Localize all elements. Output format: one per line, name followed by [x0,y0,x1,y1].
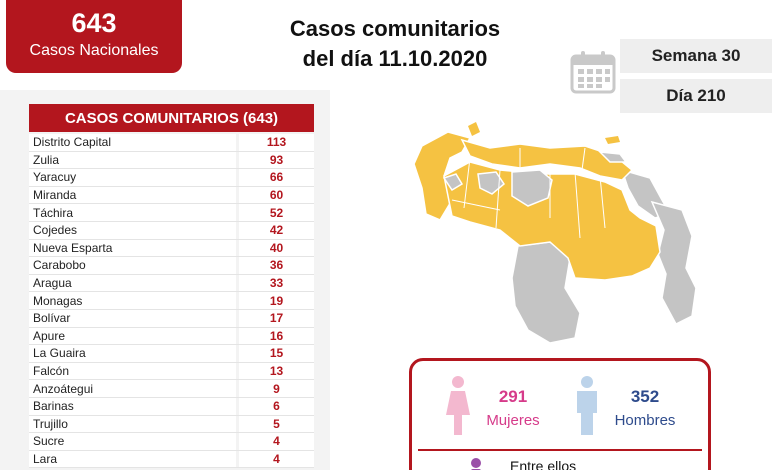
state-case-count: 4 [239,433,314,450]
table-row: Apure 16 [29,327,314,346]
state-case-count: 33 [239,274,314,292]
state-name: Apure [29,327,236,345]
table-title: CASOS COMUNITARIOS (643) [29,104,314,132]
week-badge: Semana 30 [620,39,772,73]
map-region-guayana-esequiba [650,200,697,325]
state-name: Carabobo [29,257,236,274]
female-label: Mujeres [486,412,540,429]
table-row: Carabobo 36 [29,257,314,275]
male-icon [577,376,597,435]
state-case-count: 19 [239,292,314,309]
section-divider [418,449,702,451]
table-row: Sucre 4 [29,433,314,451]
state-case-count: 9 [239,380,314,397]
table-row: Cojedes 42 [29,221,314,240]
state-case-count: 93 [239,151,314,169]
map-region-trujillo-gray [442,173,464,192]
table-row: Táchira 52 [29,204,314,222]
map-region-north [460,138,634,181]
state-name: Yaracuy [29,169,236,186]
calendar-icon [570,51,616,94]
state-case-count: 113 [239,134,314,151]
state-name: Zulia [29,151,236,169]
state-name: Monagas [29,292,236,309]
female-count: 291 [498,387,528,406]
venezuela-map [413,122,697,344]
state-name: La Guaira [29,345,236,362]
page-title: Casos comunitarios del día 11.10.2020 [260,14,530,74]
male-label: Hombres [614,412,676,429]
child-icon [471,458,481,470]
state-name: Falcón [29,362,236,380]
between-label: Entre ellos [510,458,577,470]
table-row: Lara 4 [29,450,314,469]
title-line-1: Casos comunitarios [289,16,501,41]
day-badge: Día 210 [620,79,772,113]
state-name: Distrito Capital [29,134,236,151]
state-case-count: 40 [239,239,314,257]
table-row: Nueva Esparta 40 [29,239,314,258]
state-case-count: 36 [239,257,314,274]
national-cases-count: 643 [71,8,117,38]
female-icon [446,376,470,435]
map-region-lara-gray [477,171,505,195]
map-region-guarico-gray [511,169,553,207]
map-region-llanos [443,161,661,281]
table-row: Miranda 60 [29,186,314,205]
table-row: Monagas 19 [29,292,314,310]
cases-table: Distrito Capital 113 Zulia 93 Yaracuy 66 Miran… [29,134,314,469]
state-name: Trujillo [29,415,236,433]
title-line-2: del día 11.10.2020 [302,46,488,71]
state-case-count: 5 [239,415,314,433]
state-case-count: 60 [239,186,314,204]
state-case-count: 16 [239,327,314,345]
state-name: Táchira [29,204,236,221]
state-case-count: 13 [239,362,314,380]
state-name: Sucre [29,433,236,450]
state-case-count: 6 [239,397,314,415]
state-name: Miranda [29,186,236,204]
table-row: Barinas 6 [29,397,314,416]
state-name: Barinas [29,397,236,415]
table-row: Trujillo 5 [29,415,314,434]
national-cases-card: 643 Casos Nacionales [6,0,182,73]
table-row: Distrito Capital 113 [29,134,314,152]
table-row: Zulia 93 [29,151,314,170]
state-name: Nueva Esparta [29,239,236,257]
table-row: Aragua 33 [29,274,314,293]
state-case-count: 15 [239,345,314,362]
table-row: Bolívar 17 [29,309,314,328]
state-name: Lara [29,450,236,468]
table-row: Anzoátegui 9 [29,380,314,398]
table-row: Falcón 13 [29,362,314,381]
gender-breakdown: 291 Mujeres 352 Hombres Entre ellos [409,358,711,470]
state-case-count: 66 [239,169,314,186]
map-island-margarita [605,136,620,144]
table-row: Yaracuy 66 [29,169,314,187]
table-row: La Guaira 15 [29,345,314,363]
state-case-count: 17 [239,309,314,327]
national-cases-label: Casos Nacionales [29,42,159,59]
map-peninsula-paraguana [468,122,480,136]
map-region-sucre-gray [597,151,628,163]
state-case-count: 52 [239,204,314,221]
state-case-count: 4 [239,450,314,468]
state-name: Aragua [29,274,236,292]
state-name: Anzoátegui [29,380,236,397]
male-count: 352 [630,387,660,406]
state-name: Cojedes [29,221,236,239]
state-case-count: 42 [239,221,314,239]
state-name: Bolívar [29,309,236,327]
